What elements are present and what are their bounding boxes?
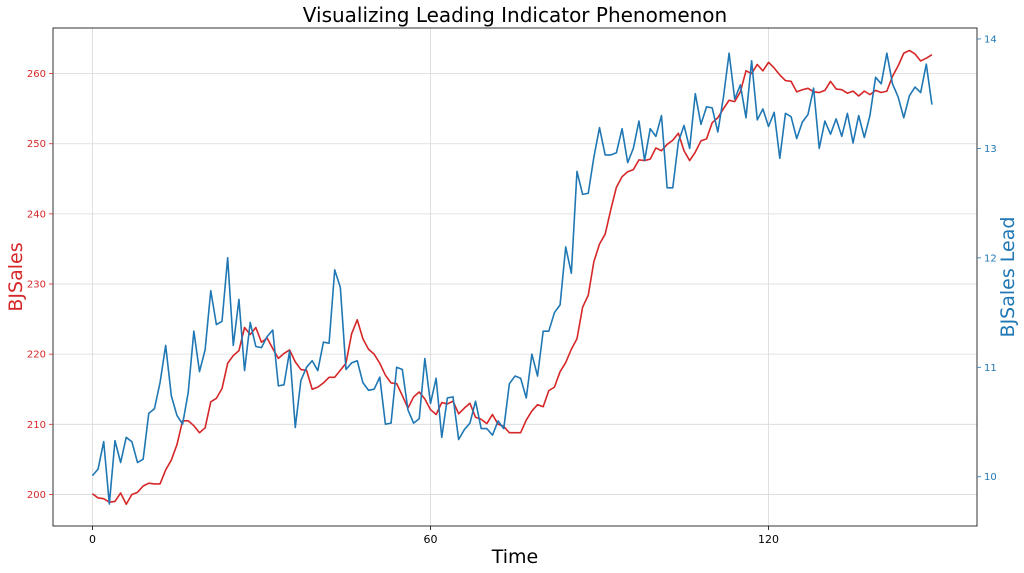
axes	[49, 27, 981, 530]
y-right-tick-label: 14	[984, 34, 997, 45]
y-left-tick-label: 220	[27, 350, 46, 361]
series-lines	[91, 49, 933, 506]
y-right-tick-label: 10	[984, 472, 997, 483]
x-tick-label: 0	[89, 533, 96, 546]
y-left-tick-label: 240	[27, 209, 46, 220]
y-left-tick-label: 230	[27, 280, 46, 291]
y-right-tick-label: 13	[984, 144, 997, 155]
grid-lines	[53, 28, 977, 526]
series-line-bjsales-lead	[91, 52, 933, 505]
x-axis-label: Time	[491, 546, 539, 568]
y-axis-label-left: BJSales	[5, 242, 27, 311]
plot-frame	[52, 27, 978, 527]
x-tick-label: 60	[423, 533, 437, 546]
y-right-tick-label: 11	[984, 363, 997, 374]
y-left-tick-label: 250	[27, 139, 46, 150]
series-line-bjsales	[91, 49, 933, 506]
y-left-tick-label: 260	[27, 69, 46, 80]
y-right-tick-label: 12	[984, 253, 997, 264]
y-left-tick-label: 200	[27, 490, 46, 501]
y-axis-label-right: BJSales Lead	[997, 217, 1019, 338]
tick-labels: 0 60 120 200 210 220 230 240 250 260 10 11 12 13 14	[27, 34, 997, 546]
x-tick-label: 120	[758, 533, 779, 546]
y-left-tick-label: 210	[27, 420, 46, 431]
chart-title: Visualizing Leading Indicator Phenomenon	[303, 3, 727, 27]
